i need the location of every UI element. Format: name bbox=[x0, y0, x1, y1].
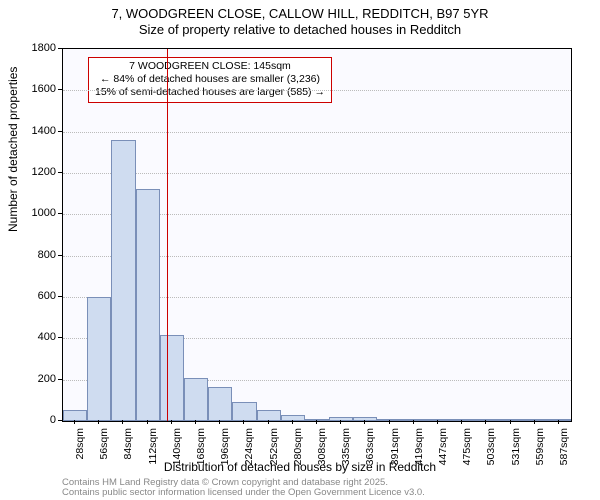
x-tick-label: 28sqm bbox=[74, 428, 86, 478]
gridline bbox=[63, 173, 571, 174]
footer-line2: Contains public sector information licen… bbox=[62, 488, 425, 498]
gridline bbox=[63, 90, 571, 91]
x-tick-mark bbox=[437, 420, 438, 424]
histogram-bar bbox=[523, 419, 547, 421]
x-tick-mark bbox=[389, 420, 390, 424]
footer-credits: Contains HM Land Registry data © Crown c… bbox=[62, 478, 425, 499]
x-tick-label: 196sqm bbox=[219, 428, 231, 478]
x-tick-mark bbox=[122, 420, 123, 424]
x-tick-label: 335sqm bbox=[340, 428, 352, 478]
y-tick-label: 0 bbox=[16, 414, 56, 426]
annotation-line3: 15% of semi-detached houses are larger (… bbox=[95, 86, 325, 99]
histogram-bar bbox=[111, 140, 135, 421]
histogram-bar bbox=[402, 419, 426, 421]
gridline bbox=[63, 132, 571, 133]
x-tick-label: 587sqm bbox=[558, 428, 570, 478]
y-tick-mark bbox=[58, 172, 62, 173]
x-tick-mark bbox=[292, 420, 293, 424]
y-tick-mark bbox=[58, 131, 62, 132]
histogram-bar bbox=[426, 419, 450, 421]
x-tick-label: 56sqm bbox=[98, 428, 110, 478]
y-tick-label: 200 bbox=[16, 373, 56, 385]
x-tick-label: 308sqm bbox=[316, 428, 328, 478]
annotation-line2: ← 84% of detached houses are smaller (3,… bbox=[95, 73, 325, 86]
x-tick-mark bbox=[147, 420, 148, 424]
x-tick-label: 391sqm bbox=[389, 428, 401, 478]
x-tick-mark bbox=[461, 420, 462, 424]
histogram-bar bbox=[329, 417, 353, 421]
histogram-bar bbox=[232, 402, 256, 421]
x-tick-mark bbox=[171, 420, 172, 424]
x-tick-mark bbox=[243, 420, 244, 424]
y-tick-label: 800 bbox=[16, 249, 56, 261]
x-tick-label: 475sqm bbox=[461, 428, 473, 478]
y-tick-label: 400 bbox=[16, 331, 56, 343]
histogram-bar bbox=[136, 189, 160, 422]
x-tick-mark bbox=[195, 420, 196, 424]
y-tick-mark bbox=[58, 213, 62, 214]
histogram-bar bbox=[547, 419, 571, 421]
y-tick-label: 1200 bbox=[16, 166, 56, 178]
x-tick-label: 419sqm bbox=[413, 428, 425, 478]
x-tick-label: 140sqm bbox=[171, 428, 183, 478]
x-tick-mark bbox=[74, 420, 75, 424]
chart-plot-area: 7 WOODGREEN CLOSE: 145sqm ← 84% of detac… bbox=[62, 48, 572, 422]
x-tick-mark bbox=[485, 420, 486, 424]
x-tick-mark bbox=[219, 420, 220, 424]
y-tick-mark bbox=[58, 337, 62, 338]
histogram-bar bbox=[160, 335, 184, 421]
histogram-bar bbox=[281, 415, 305, 421]
x-tick-label: 559sqm bbox=[534, 428, 546, 478]
histogram-bar bbox=[208, 387, 232, 421]
x-tick-label: 280sqm bbox=[292, 428, 304, 478]
x-tick-label: 112sqm bbox=[147, 428, 159, 478]
chart-title-line2: Size of property relative to detached ho… bbox=[0, 22, 600, 38]
histogram-bar bbox=[498, 419, 522, 421]
x-tick-label: 363sqm bbox=[364, 428, 376, 478]
histogram-bar bbox=[257, 410, 281, 421]
x-tick-mark bbox=[413, 420, 414, 424]
histogram-bar bbox=[377, 419, 401, 421]
histogram-bar bbox=[63, 410, 87, 421]
x-tick-label: 84sqm bbox=[122, 428, 134, 478]
x-tick-mark bbox=[534, 420, 535, 424]
y-tick-mark bbox=[58, 379, 62, 380]
y-tick-label: 600 bbox=[16, 290, 56, 302]
histogram-bar bbox=[450, 419, 474, 421]
x-tick-mark bbox=[364, 420, 365, 424]
x-tick-label: 252sqm bbox=[268, 428, 280, 478]
x-tick-mark bbox=[510, 420, 511, 424]
y-tick-mark bbox=[58, 296, 62, 297]
x-tick-mark bbox=[98, 420, 99, 424]
reference-line bbox=[167, 49, 168, 421]
x-tick-mark bbox=[316, 420, 317, 424]
x-tick-mark bbox=[268, 420, 269, 424]
y-tick-label: 1600 bbox=[16, 83, 56, 95]
histogram-bar bbox=[184, 378, 208, 421]
histogram-bar bbox=[87, 297, 111, 421]
y-tick-mark bbox=[58, 420, 62, 421]
annotation-line1: 7 WOODGREEN CLOSE: 145sqm bbox=[95, 60, 325, 73]
x-tick-mark bbox=[340, 420, 341, 424]
y-tick-mark bbox=[58, 89, 62, 90]
chart-title-line1: 7, WOODGREEN CLOSE, CALLOW HILL, REDDITC… bbox=[0, 6, 600, 22]
y-tick-mark bbox=[58, 255, 62, 256]
x-tick-label: 503sqm bbox=[485, 428, 497, 478]
y-tick-mark bbox=[58, 48, 62, 49]
y-tick-label: 1800 bbox=[16, 42, 56, 54]
x-tick-label: 531sqm bbox=[510, 428, 522, 478]
y-tick-label: 1400 bbox=[16, 125, 56, 137]
annotation-box: 7 WOODGREEN CLOSE: 145sqm ← 84% of detac… bbox=[88, 57, 332, 103]
y-tick-label: 1000 bbox=[16, 207, 56, 219]
x-tick-label: 224sqm bbox=[243, 428, 255, 478]
x-tick-label: 447sqm bbox=[437, 428, 449, 478]
x-tick-label: 168sqm bbox=[195, 428, 207, 478]
x-tick-mark bbox=[558, 420, 559, 424]
histogram-bar bbox=[353, 417, 377, 421]
histogram-bar bbox=[474, 419, 498, 421]
